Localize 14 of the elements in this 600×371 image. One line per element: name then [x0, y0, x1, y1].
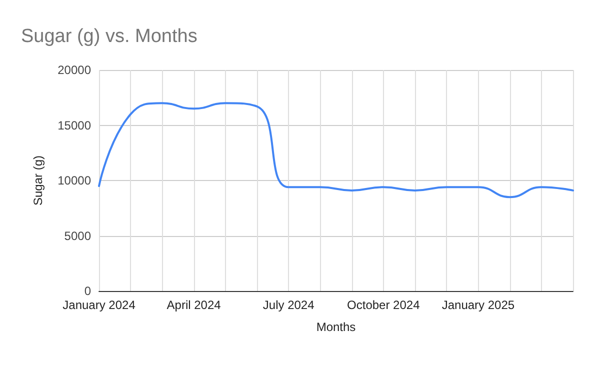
x-tick-label: July 2024: [262, 298, 315, 312]
y-tick-label: 0: [84, 284, 92, 298]
x-tick-label: October 2024: [347, 298, 420, 312]
x-tick-label: January 2024: [62, 298, 136, 312]
line-series: [98, 102, 574, 198]
y-tick-label: 20000: [58, 63, 92, 77]
y-tick-label: 10000: [58, 174, 92, 188]
x-tick-label: January 2025: [442, 298, 515, 312]
chart-title: Sugar (g) vs. Months: [21, 26, 198, 47]
y-tick-label: 15000: [58, 118, 92, 132]
x-tick-label: April 2024: [166, 298, 222, 312]
x-axis-title: Months: [316, 320, 356, 334]
y-axis-title: Sugar (g): [31, 155, 45, 206]
y-tick-label: 5000: [64, 228, 92, 243]
